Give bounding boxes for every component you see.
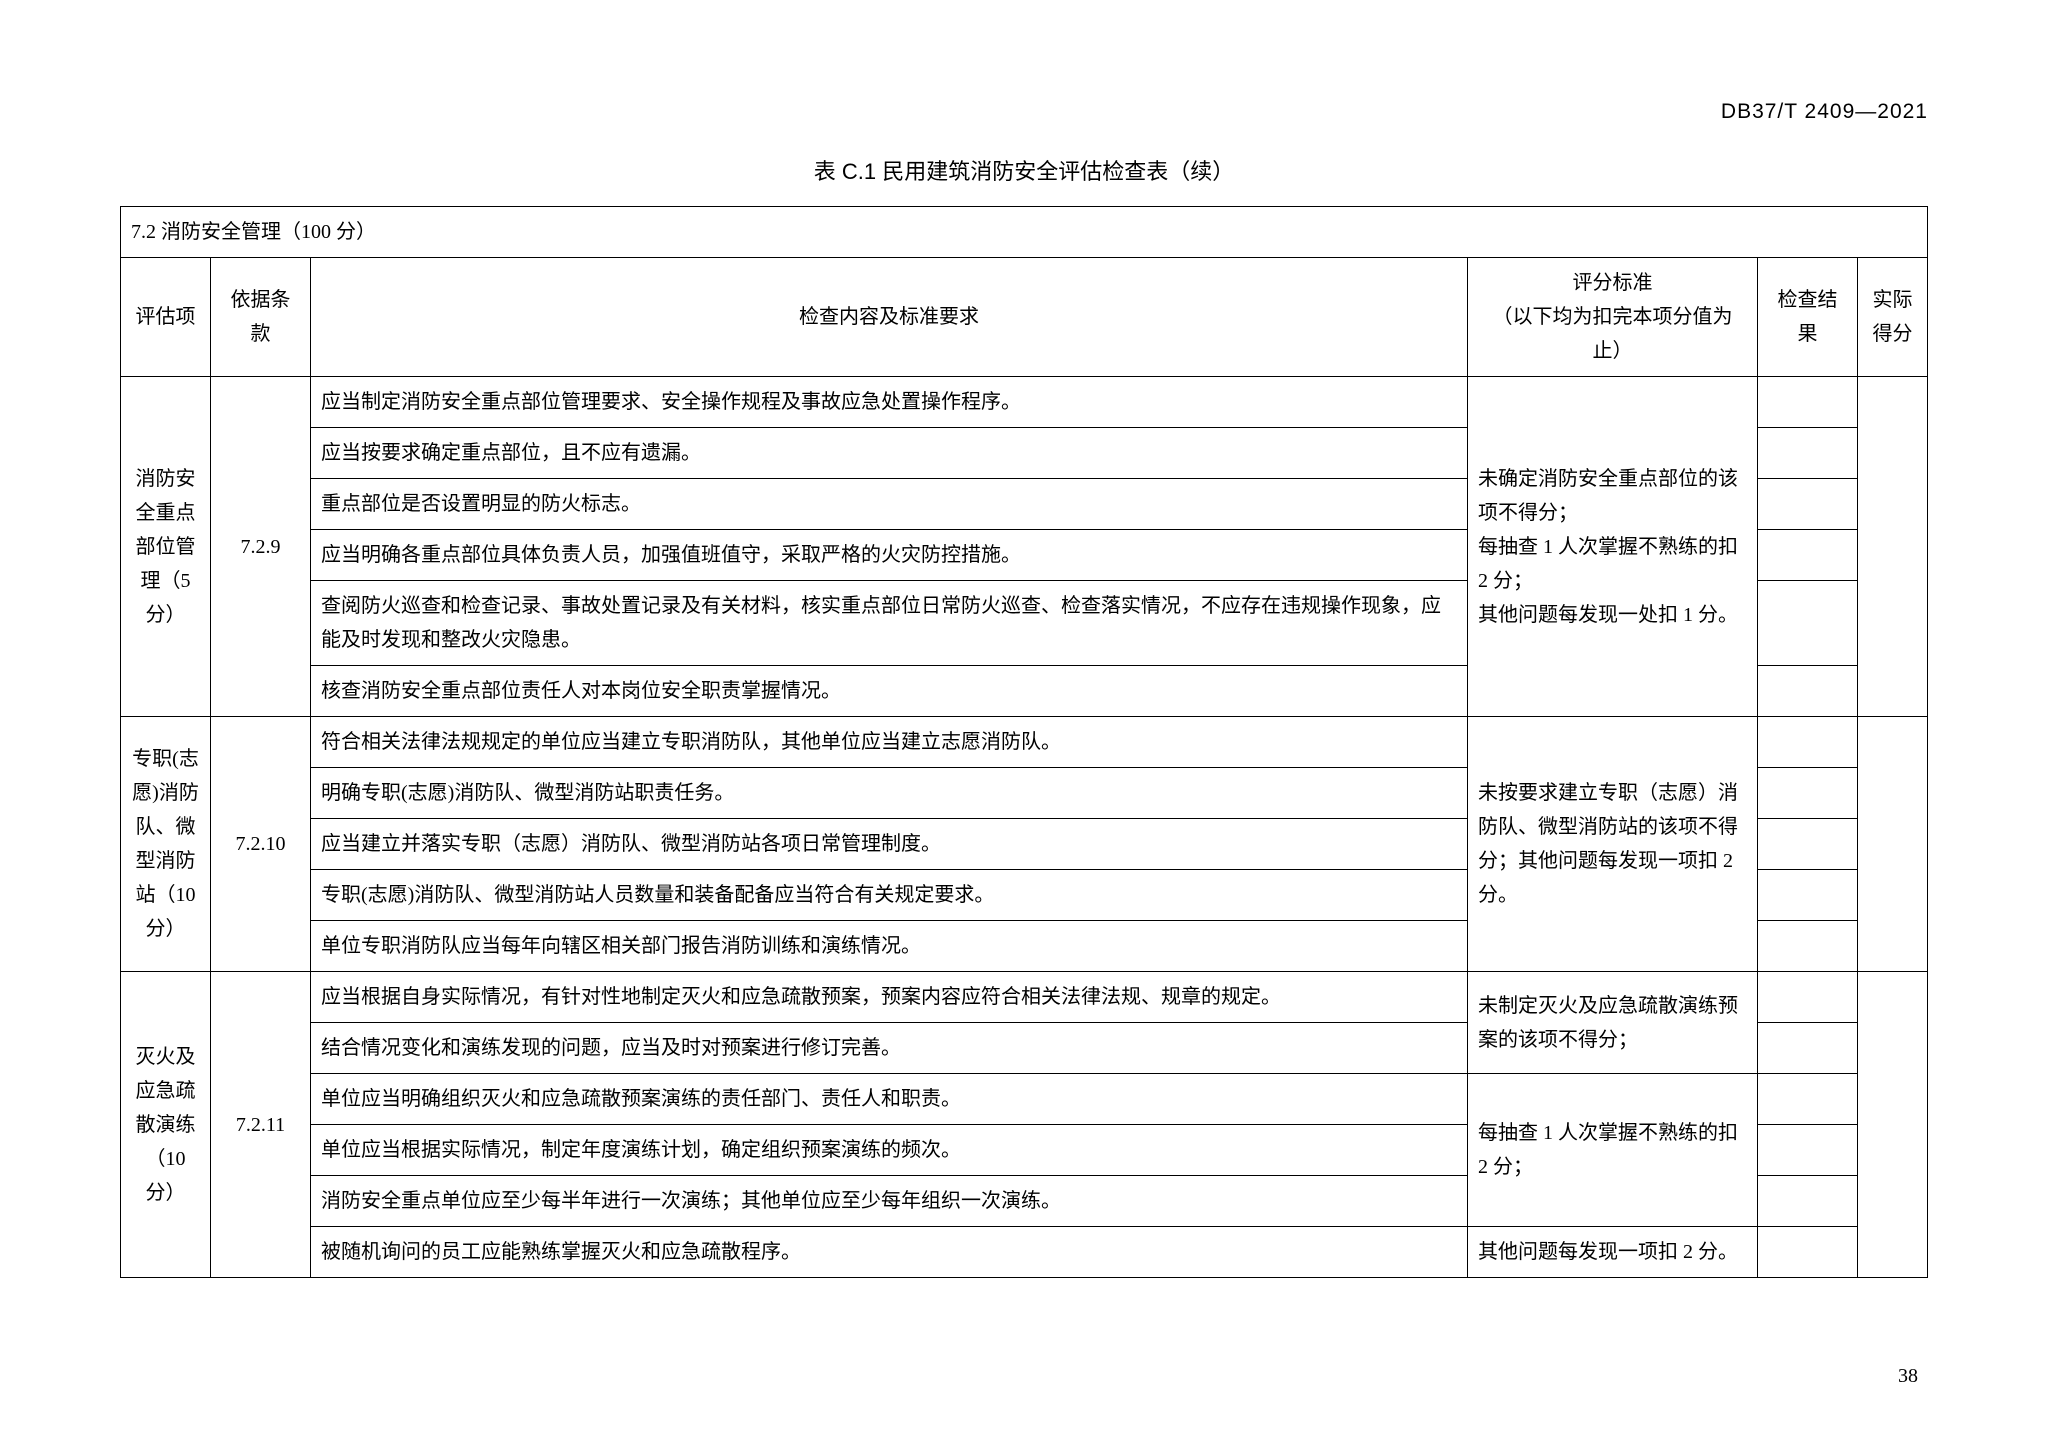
result-cell [1757,581,1857,666]
col-score: 实际 得分 [1857,258,1927,377]
col-standard: 评分标准 （以下均为扣完本项分值为止） [1467,258,1757,377]
result-cell [1757,530,1857,581]
content-cell: 重点部位是否设置明显的防火标志。 [311,479,1468,530]
table-row: 消防安全重点部位管理（5 分） 7.2.9 应当制定消防安全重点部位管理要求、安… [121,377,1928,428]
content-cell: 符合相关法律法规规定的单位应当建立专职消防队，其他单位应当建立志愿消防队。 [311,717,1468,768]
result-cell [1757,428,1857,479]
col-result: 检查结果 [1757,258,1857,377]
column-header-row: 评估项 依据条款 检查内容及标准要求 评分标准 （以下均为扣完本项分值为止） 检… [121,258,1928,377]
document-code: DB37/T 2409—2021 [120,100,1928,124]
content-cell: 应当建立并落实专职（志愿）消防队、微型消防站各项日常管理制度。 [311,819,1468,870]
content-cell: 应当明确各重点部位具体负责人员，加强值班值守，采取严格的火灾防控措施。 [311,530,1468,581]
result-cell [1757,666,1857,717]
result-cell [1757,972,1857,1023]
assessment-table: 7.2 消防安全管理（100 分） 评估项 依据条款 检查内容及标准要求 评分标… [120,206,1928,1278]
item-cell: 消防安全重点部位管理（5 分） [121,377,211,717]
col-standard-l1: 评分标准 [1572,272,1652,294]
col-standard-l2: （以下均为扣完本项分值为止） [1492,306,1732,362]
result-cell [1757,870,1857,921]
standard-cell: 未制定灭火及应急疏散演练预案的该项不得分； [1467,972,1757,1074]
item-cell: 灭火及应急疏散演练（10 分） [121,972,211,1278]
content-cell: 结合情况变化和演练发现的问题，应当及时对预案进行修订完善。 [311,1023,1468,1074]
result-cell [1757,768,1857,819]
score-cell [1857,717,1927,972]
table-row: 灭火及应急疏散演练（10 分） 7.2.11 应当根据自身实际情况，有针对性地制… [121,972,1928,1023]
item-cell: 专职(志愿)消防队、微型消防站（10 分） [121,717,211,972]
col-item: 评估项 [121,258,211,377]
table-row: 专职(志愿)消防队、微型消防站（10 分） 7.2.10 符合相关法律法规规定的… [121,717,1928,768]
result-cell [1757,819,1857,870]
result-cell [1757,1227,1857,1278]
content-cell: 被随机询问的员工应能熟练掌握灭火和应急疏散程序。 [311,1227,1468,1278]
col-score-l2: 得分 [1872,323,1912,345]
section-header-row: 7.2 消防安全管理（100 分） [121,207,1928,258]
content-cell: 消防安全重点单位应至少每半年进行一次演练；其他单位应至少每年组织一次演练。 [311,1176,1468,1227]
standard-cell: 其他问题每发现一项扣 2 分。 [1467,1227,1757,1278]
table-title-main: 表 C.1 民用建筑消防安全评估检查表 [814,159,1168,184]
table-title-suffix: （续） [1168,159,1234,184]
standard-cell: 未按要求建立专职（志愿）消防队、微型消防站的该项不得分；其他问题每发现一项扣 2… [1467,717,1757,972]
section-header: 7.2 消防安全管理（100 分） [121,207,1928,258]
page-number: 38 [1898,1365,1918,1388]
result-cell [1757,1176,1857,1227]
standard-cell: 每抽查 1 人次掌握不熟练的扣 2 分； [1467,1074,1757,1227]
content-cell: 单位应当根据实际情况，制定年度演练计划，确定组织预案演练的频次。 [311,1125,1468,1176]
content-cell: 明确专职(志愿)消防队、微型消防站职责任务。 [311,768,1468,819]
col-clause: 依据条款 [211,258,311,377]
content-cell: 单位专职消防队应当每年向辖区相关部门报告消防训练和演练情况。 [311,921,1468,972]
standard-cell: 未确定消防安全重点部位的该项不得分； 每抽查 1 人次掌握不熟练的扣 2 分； … [1467,377,1757,717]
content-cell: 应当按要求确定重点部位，且不应有遗漏。 [311,428,1468,479]
col-content: 检查内容及标准要求 [311,258,1468,377]
result-cell [1757,1074,1857,1125]
score-cell [1857,972,1927,1278]
clause-cell: 7.2.10 [211,717,311,972]
table-row: 单位应当明确组织灭火和应急疏散预案演练的责任部门、责任人和职责。 每抽查 1 人… [121,1074,1928,1125]
table-row: 被随机询问的员工应能熟练掌握灭火和应急疏散程序。 其他问题每发现一项扣 2 分。 [121,1227,1928,1278]
table-title: 表 C.1 民用建筑消防安全评估检查表（续） [120,154,1928,186]
content-cell: 专职(志愿)消防队、微型消防站人员数量和装备配备应当符合有关规定要求。 [311,870,1468,921]
result-cell [1757,717,1857,768]
content-cell: 应当制定消防安全重点部位管理要求、安全操作规程及事故应急处置操作程序。 [311,377,1468,428]
result-cell [1757,377,1857,428]
result-cell [1757,479,1857,530]
score-cell [1857,377,1927,717]
content-cell: 应当根据自身实际情况，有针对性地制定灭火和应急疏散预案，预案内容应符合相关法律法… [311,972,1468,1023]
clause-cell: 7.2.9 [211,377,311,717]
clause-cell: 7.2.11 [211,972,311,1278]
content-cell: 核查消防安全重点部位责任人对本岗位安全职责掌握情况。 [311,666,1468,717]
result-cell [1757,921,1857,972]
content-cell: 查阅防火巡查和检查记录、事故处置记录及有关材料，核实重点部位日常防火巡查、检查落… [311,581,1468,666]
result-cell [1757,1125,1857,1176]
content-cell: 单位应当明确组织灭火和应急疏散预案演练的责任部门、责任人和职责。 [311,1074,1468,1125]
col-score-l1: 实际 [1872,289,1912,311]
result-cell [1757,1023,1857,1074]
